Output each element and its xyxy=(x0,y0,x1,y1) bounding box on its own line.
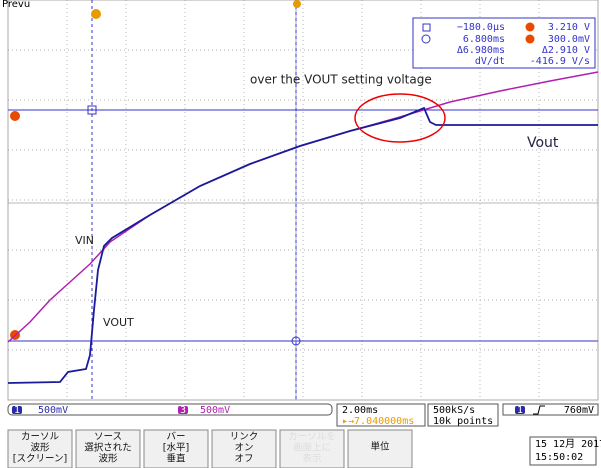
annotation: Vout xyxy=(527,135,559,151)
trigger-marker xyxy=(293,0,301,8)
readout: dV/dt xyxy=(475,56,505,67)
readout: 300.0mV xyxy=(548,34,590,45)
button-label: [水平] xyxy=(163,442,189,454)
time-div: 2.00ms xyxy=(342,405,378,416)
button-label: カーソルを xyxy=(288,432,336,443)
button-row: カーソル波形[スクリーン]ソース選択された波形バー[水平]垂直リンクオンオフカー… xyxy=(7,429,413,468)
annotation: over the VOUT setting voltage xyxy=(250,73,432,87)
readout: 3.210 V xyxy=(548,22,590,33)
button-label: リンク xyxy=(230,432,259,443)
button-label: バー xyxy=(166,432,185,443)
ch-badge xyxy=(12,406,22,414)
readout: −180.0µs xyxy=(457,22,505,33)
readout: -416.9 V/s xyxy=(530,56,590,67)
readout: Δ6.980ms xyxy=(457,45,505,56)
points: 10k points xyxy=(433,416,493,427)
button-label: [スクリーン] xyxy=(13,454,67,465)
cursor-marker xyxy=(87,105,97,115)
icon xyxy=(421,34,431,44)
time: 15:50:02 xyxy=(535,452,583,463)
trigger-marker xyxy=(91,9,101,19)
button-label: 表示 xyxy=(302,453,321,465)
ch-badge xyxy=(515,406,525,414)
button-label: オフ xyxy=(234,454,253,465)
menu-button[interactable] xyxy=(347,429,413,468)
button-label: ソース xyxy=(94,432,122,443)
button-label: オン xyxy=(234,443,253,454)
header-title: Prevu xyxy=(2,0,30,10)
ch-badge xyxy=(178,406,188,414)
ch-label: 1 xyxy=(517,405,523,416)
button-label: 垂直 xyxy=(166,453,186,465)
button-label: 画面上に xyxy=(293,443,331,454)
datetime-box xyxy=(529,436,597,466)
ch-label: 3 xyxy=(180,405,186,416)
icon xyxy=(525,22,535,32)
button-label: 単位 xyxy=(370,441,390,453)
acq-box xyxy=(427,403,499,427)
icon xyxy=(525,34,535,44)
button-label: 波形 xyxy=(98,453,118,465)
trigger-level: 760mV xyxy=(564,405,594,416)
readout-box xyxy=(412,17,596,69)
vout-trace xyxy=(7,106,598,384)
ch-label: 1 xyxy=(14,405,20,416)
icon xyxy=(422,23,431,32)
menu-button[interactable] xyxy=(211,429,277,468)
ch-scale: 500mV xyxy=(38,405,68,416)
annotation: VIN xyxy=(75,234,94,247)
ch-scale: 500mV xyxy=(200,405,230,416)
time-box xyxy=(336,403,426,427)
readout: 6.800ms xyxy=(463,34,505,45)
trigger-box xyxy=(502,403,599,416)
button-label: 波形 xyxy=(30,442,50,454)
menu-button[interactable] xyxy=(7,429,73,468)
button-label: カーソル xyxy=(21,432,60,443)
menu-button[interactable] xyxy=(75,429,141,468)
delay: ▸→7.040000ms xyxy=(342,416,414,427)
button-label: 選択された xyxy=(84,442,132,454)
cursor-label-a xyxy=(10,111,20,121)
menu-button[interactable] xyxy=(143,429,209,468)
sample-rate: 500kS/s xyxy=(433,405,475,416)
edge-icon xyxy=(533,405,545,415)
date: 15 12月 2017 xyxy=(535,438,601,450)
highlight xyxy=(354,93,446,143)
cursor-marker xyxy=(291,336,301,346)
menu-button[interactable] xyxy=(279,429,345,468)
channel-box xyxy=(7,403,333,416)
readout: Δ2.910 V xyxy=(542,45,590,56)
annotation: VOUT xyxy=(103,316,134,329)
